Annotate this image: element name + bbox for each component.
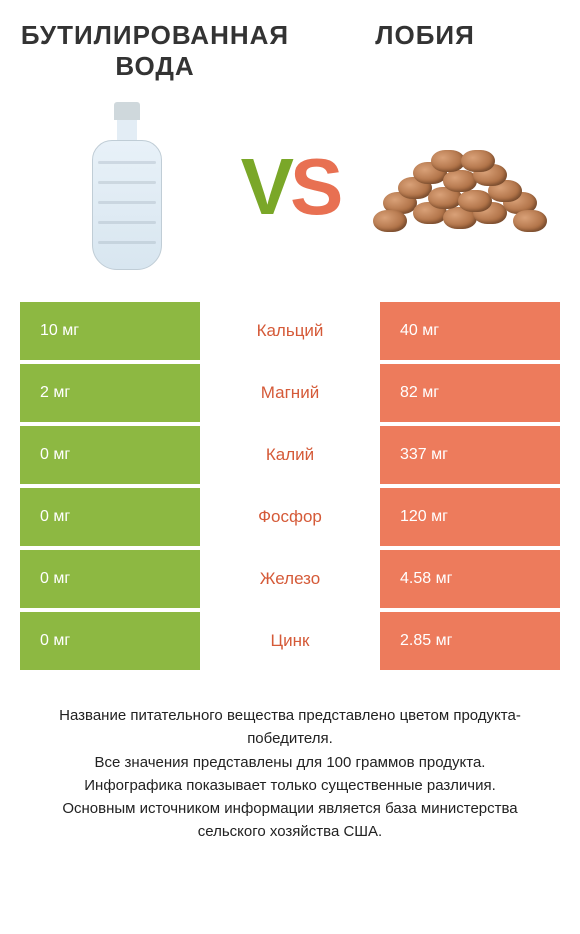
table-row: 10 мгКальций40 мг	[20, 302, 560, 360]
left-value: 0 мг	[20, 488, 200, 546]
nutrient-name: Магний	[200, 364, 380, 422]
table-row: 0 мгФосфор120 мг	[20, 488, 560, 546]
footer-line: Инфографика показывает только существенн…	[30, 774, 550, 797]
table-row: 0 мгЖелезо4.58 мг	[20, 550, 560, 608]
footer-line: Название питательного вещества представл…	[30, 704, 550, 751]
footer-line: Основным источником информации является …	[30, 797, 550, 844]
footer-line: Все значения представлены для 100 граммо…	[30, 751, 550, 774]
vs-letter-v: V	[241, 142, 290, 231]
nutrient-name: Кальций	[200, 302, 380, 360]
water-bottle-icon	[92, 102, 162, 272]
footer-notes: Название питательного вещества представл…	[0, 674, 580, 844]
right-value: 40 мг	[380, 302, 560, 360]
header-row: Бутилированная вода Лобия	[0, 0, 580, 82]
left-value: 2 мг	[20, 364, 200, 422]
right-product-image	[373, 97, 533, 277]
comparison-infographic: Бутилированная вода Лобия VS	[0, 0, 580, 934]
beans-icon	[373, 132, 533, 242]
table-row: 0 мгКалий337 мг	[20, 426, 560, 484]
left-value: 0 мг	[20, 612, 200, 670]
nutrient-name: Калий	[200, 426, 380, 484]
images-row: VS	[0, 82, 580, 302]
right-product-title: Лобия	[290, 20, 560, 82]
nutrient-name: Цинк	[200, 612, 380, 670]
left-value: 0 мг	[20, 550, 200, 608]
right-value: 120 мг	[380, 488, 560, 546]
nutrient-name: Фосфор	[200, 488, 380, 546]
left-value: 0 мг	[20, 426, 200, 484]
vs-label: VS	[241, 141, 340, 233]
right-value: 337 мг	[380, 426, 560, 484]
left-product-title: Бутилированная вода	[20, 20, 290, 82]
table-row: 0 мгЦинк2.85 мг	[20, 612, 560, 670]
right-value: 82 мг	[380, 364, 560, 422]
vs-letter-s: S	[290, 142, 339, 231]
left-value: 10 мг	[20, 302, 200, 360]
right-value: 4.58 мг	[380, 550, 560, 608]
left-product-image	[47, 97, 207, 277]
right-value: 2.85 мг	[380, 612, 560, 670]
table-row: 2 мгМагний82 мг	[20, 364, 560, 422]
comparison-table: 10 мгКальций40 мг2 мгМагний82 мг0 мгКали…	[0, 302, 580, 674]
nutrient-name: Железо	[200, 550, 380, 608]
